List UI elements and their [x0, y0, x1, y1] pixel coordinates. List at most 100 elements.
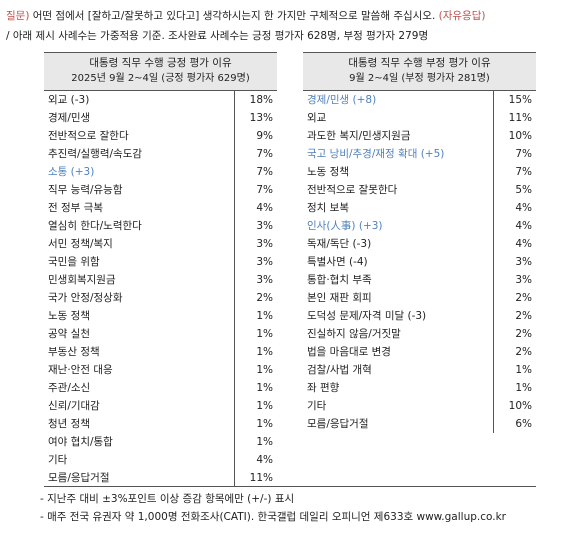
- row-value: 2%: [515, 328, 532, 340]
- row-label: 좌 편향: [307, 382, 340, 394]
- table-row: 검찰/사법 개혁 1%: [303, 361, 536, 379]
- row-value: 1%: [256, 310, 273, 322]
- row-value: 11%: [508, 112, 532, 124]
- row-label: 검찰/사법 개혁: [307, 364, 372, 376]
- row-label: 재난·안전 대응: [48, 364, 113, 376]
- negative-rows: 경제/민생 (+8) 15% 외교 11% 과도한 복지/민생지원금 10% 국고 낭비/추…: [303, 91, 536, 433]
- table-row: 인사(人事) (+3) 4%: [303, 217, 536, 235]
- negative-panel: 대통령 직무 수행 부정 평가 이유 9월 2~4일 (부정 평가자 281명)…: [303, 52, 536, 433]
- table-row: 직무 능력/유능함 7%: [44, 181, 277, 199]
- positive-header: 대통령 직무 수행 긍정 평가 이유 2025년 9월 2~4일 (긍정 평가자…: [44, 52, 277, 91]
- row-label: 전반적으로 잘못한다: [307, 184, 398, 196]
- row-value: 1%: [256, 436, 273, 448]
- table-row: 진실하지 않음/거짓말 2%: [303, 325, 536, 343]
- row-label: 노동 정책: [307, 166, 349, 178]
- row-label: 소통 (+3): [48, 166, 95, 178]
- table-row: 기타 4%: [44, 451, 277, 469]
- table-row: 노동 정책 7%: [303, 163, 536, 181]
- row-value: 1%: [256, 382, 273, 394]
- negative-title: 대통령 직무 수행 부정 평가 이유: [348, 57, 491, 69]
- row-value: 10%: [508, 400, 532, 412]
- row-value: 15%: [508, 94, 532, 106]
- table-row: 특별사면 (-4) 3%: [303, 253, 536, 271]
- table-row: 본인 재판 회피 2%: [303, 289, 536, 307]
- row-label: 특별사면 (-4): [307, 256, 368, 268]
- row-label: 부동산 정책: [48, 346, 100, 358]
- positive-rows: 외교 (-3) 18% 경제/민생 13% 전반적으로 잘한다 9% 추진력/실행력/속도감…: [44, 91, 277, 487]
- row-label: 열심히 한다/노력한다: [48, 220, 142, 232]
- row-label: 노동 정책: [48, 310, 90, 322]
- table-row: 공약 실천 1%: [44, 325, 277, 343]
- table-row: 경제/민생 (+8) 15%: [303, 91, 536, 109]
- footnotes: - 지난주 대비 ±3%포인트 이상 증감 항목에만 (+/-) 표시 - 매주…: [40, 490, 506, 526]
- row-value: 11%: [249, 472, 273, 484]
- row-label: 청년 정책: [48, 418, 90, 430]
- row-label: 공약 실천: [48, 328, 90, 340]
- footnote-1: - 지난주 대비 ±3%포인트 이상 증감 항목에만 (+/-) 표시: [40, 493, 295, 505]
- row-label: 도덕성 문제/자격 미달 (-3): [307, 310, 427, 322]
- row-value: 1%: [256, 328, 273, 340]
- table-row: 좌 편향 1%: [303, 379, 536, 397]
- row-label: 서민 정책/복지: [48, 238, 113, 250]
- row-value: 2%: [515, 310, 532, 322]
- row-label: 모름/응답거절: [48, 472, 110, 484]
- row-label: 국가 안정/정상화: [48, 292, 123, 304]
- row-value: 3%: [256, 220, 273, 232]
- table-bottom-rule: [44, 486, 536, 487]
- row-label: 외교: [307, 112, 327, 124]
- row-value: 4%: [515, 220, 532, 232]
- table-row: 국고 낭비/추경/재정 확대 (+5) 7%: [303, 145, 536, 163]
- row-label: 정치 보복: [307, 202, 349, 214]
- table-row: 국가 안정/정상화 2%: [44, 289, 277, 307]
- table-row: 전 정부 극복 4%: [44, 199, 277, 217]
- row-value: 3%: [515, 256, 532, 268]
- row-value: 3%: [256, 256, 273, 268]
- row-label: 기타: [48, 454, 68, 466]
- table-row: 주관/소신 1%: [44, 379, 277, 397]
- row-value: 4%: [515, 238, 532, 250]
- row-value: 7%: [256, 166, 273, 178]
- question-text: 질문) 어떤 점에서 [잘하고/잘못하고 있다고] 생각하시는지 한 가지만 구…: [6, 6, 566, 46]
- table-row: 외교 (-3) 18%: [44, 91, 277, 109]
- row-label: 전 정부 극복: [48, 202, 103, 214]
- table-row: 소통 (+3) 7%: [44, 163, 277, 181]
- question-body: 어떤 점에서 [잘하고/잘못하고 있다고] 생각하시는지 한 가지만 구체적으로…: [32, 10, 436, 22]
- row-value: 6%: [515, 418, 532, 430]
- row-label: 여야 협치/통합: [48, 436, 113, 448]
- row-value: 4%: [515, 202, 532, 214]
- row-value: 1%: [256, 418, 273, 430]
- negative-divider: [493, 91, 494, 433]
- row-value: 7%: [256, 148, 273, 160]
- row-value: 1%: [256, 364, 273, 376]
- row-label: 기타: [307, 400, 327, 412]
- row-label: 모름/응답거절: [307, 418, 369, 430]
- row-label: 국민을 위함: [48, 256, 100, 268]
- table-row: 모름/응답거절 6%: [303, 415, 536, 433]
- table-row: 청년 정책 1%: [44, 415, 277, 433]
- table-row: 도덕성 문제/자격 미달 (-3) 2%: [303, 307, 536, 325]
- row-label: 국고 낭비/추경/재정 확대 (+5): [307, 148, 445, 160]
- footnote-2: - 매주 전국 유권자 약 1,000명 전화조사(CATI). 한국갤럽 데일…: [40, 511, 506, 523]
- table-row: 경제/민생 13%: [44, 109, 277, 127]
- row-value: 9%: [256, 130, 273, 142]
- question-prefix: 질문): [6, 10, 30, 22]
- positive-title: 대통령 직무 수행 긍정 평가 이유: [89, 57, 232, 69]
- table-row: 기타 10%: [303, 397, 536, 415]
- row-label: 과도한 복지/민생지원금: [307, 130, 411, 142]
- row-value: 13%: [249, 112, 273, 124]
- table-row: 민생회복지원금 3%: [44, 271, 277, 289]
- row-value: 5%: [515, 184, 532, 196]
- row-label: 주관/소신: [48, 382, 91, 394]
- table-row: 신뢰/기대감 1%: [44, 397, 277, 415]
- row-value: 3%: [256, 274, 273, 286]
- row-value: 1%: [515, 382, 532, 394]
- row-label: 외교 (-3): [48, 94, 90, 106]
- table-row: 추진력/실행력/속도감 7%: [44, 145, 277, 163]
- row-label: 추진력/실행력/속도감: [48, 148, 143, 160]
- row-label: 경제/민생: [48, 112, 91, 124]
- row-label: 독재/독단 (-3): [307, 238, 372, 250]
- negative-subtitle: 9월 2~4일 (부정 평가자 281명): [349, 73, 490, 84]
- row-label: 인사(人事) (+3): [307, 220, 383, 232]
- table-row: 국민을 위함 3%: [44, 253, 277, 271]
- row-value: 1%: [256, 346, 273, 358]
